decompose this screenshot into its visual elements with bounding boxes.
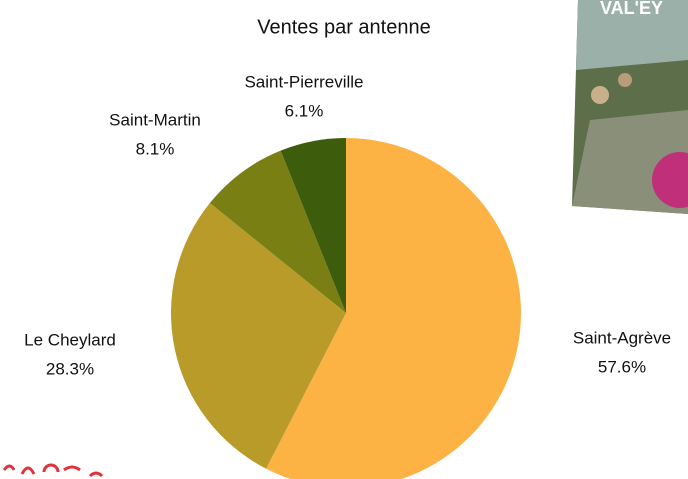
photo-text: VAL'EY (600, 0, 663, 18)
background-photo: VAL'EY (572, 0, 688, 214)
slice-value: 28.3% (46, 359, 94, 378)
chart-title: Ventes par antenne (257, 16, 430, 38)
slice-value: 8.1% (136, 139, 175, 158)
slice-label: Saint-Agrève (573, 328, 671, 347)
slice-value: 57.6% (598, 357, 646, 376)
slice-label: Le Cheylard (24, 330, 116, 349)
slice-label: Saint-Pierreville (244, 72, 363, 91)
page: VAL'EY Ventes par antenne Saint-Agrève 57… (0, 0, 688, 479)
slice-label: Saint-Martin (109, 110, 201, 129)
chart: VAL'EY Ventes par antenne Saint-Agrève 57… (0, 0, 688, 479)
decorative-scribble (4, 465, 102, 476)
slice-value: 6.1% (285, 101, 324, 120)
